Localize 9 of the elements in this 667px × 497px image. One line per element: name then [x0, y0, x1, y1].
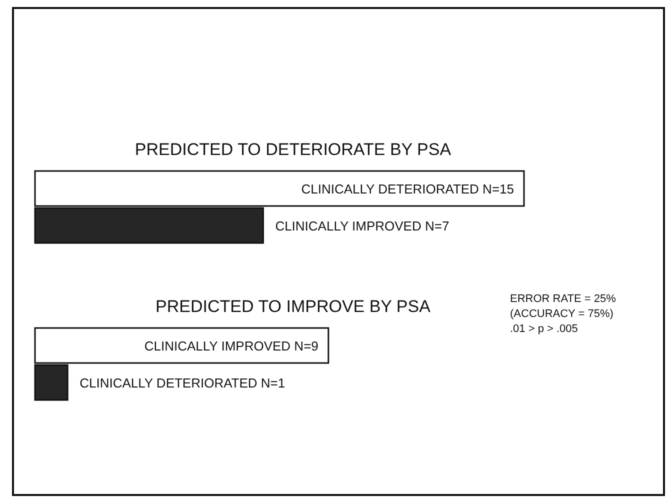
- data-label: CLINICALLY DETERIORATED N=1: [80, 376, 286, 390]
- annotation: PREDICTED TO DETERIORATE BY PSA: [134, 140, 452, 159]
- data-label: CLINICALLY IMPROVED N=9: [144, 338, 318, 354]
- data-label: CLINICALLY DETERIORATED N=15: [301, 182, 514, 196]
- annotation: ERROR RATE = 25%: [510, 293, 616, 305]
- data-label: CLINICALLY IMPROVED N=7: [275, 218, 450, 234]
- annotation: (ACCURACY = 75%): [510, 308, 614, 320]
- annotation: PREDICTED TO IMPROVE BY PSA: [156, 297, 432, 316]
- annotation: .01 > p > .005: [510, 323, 578, 335]
